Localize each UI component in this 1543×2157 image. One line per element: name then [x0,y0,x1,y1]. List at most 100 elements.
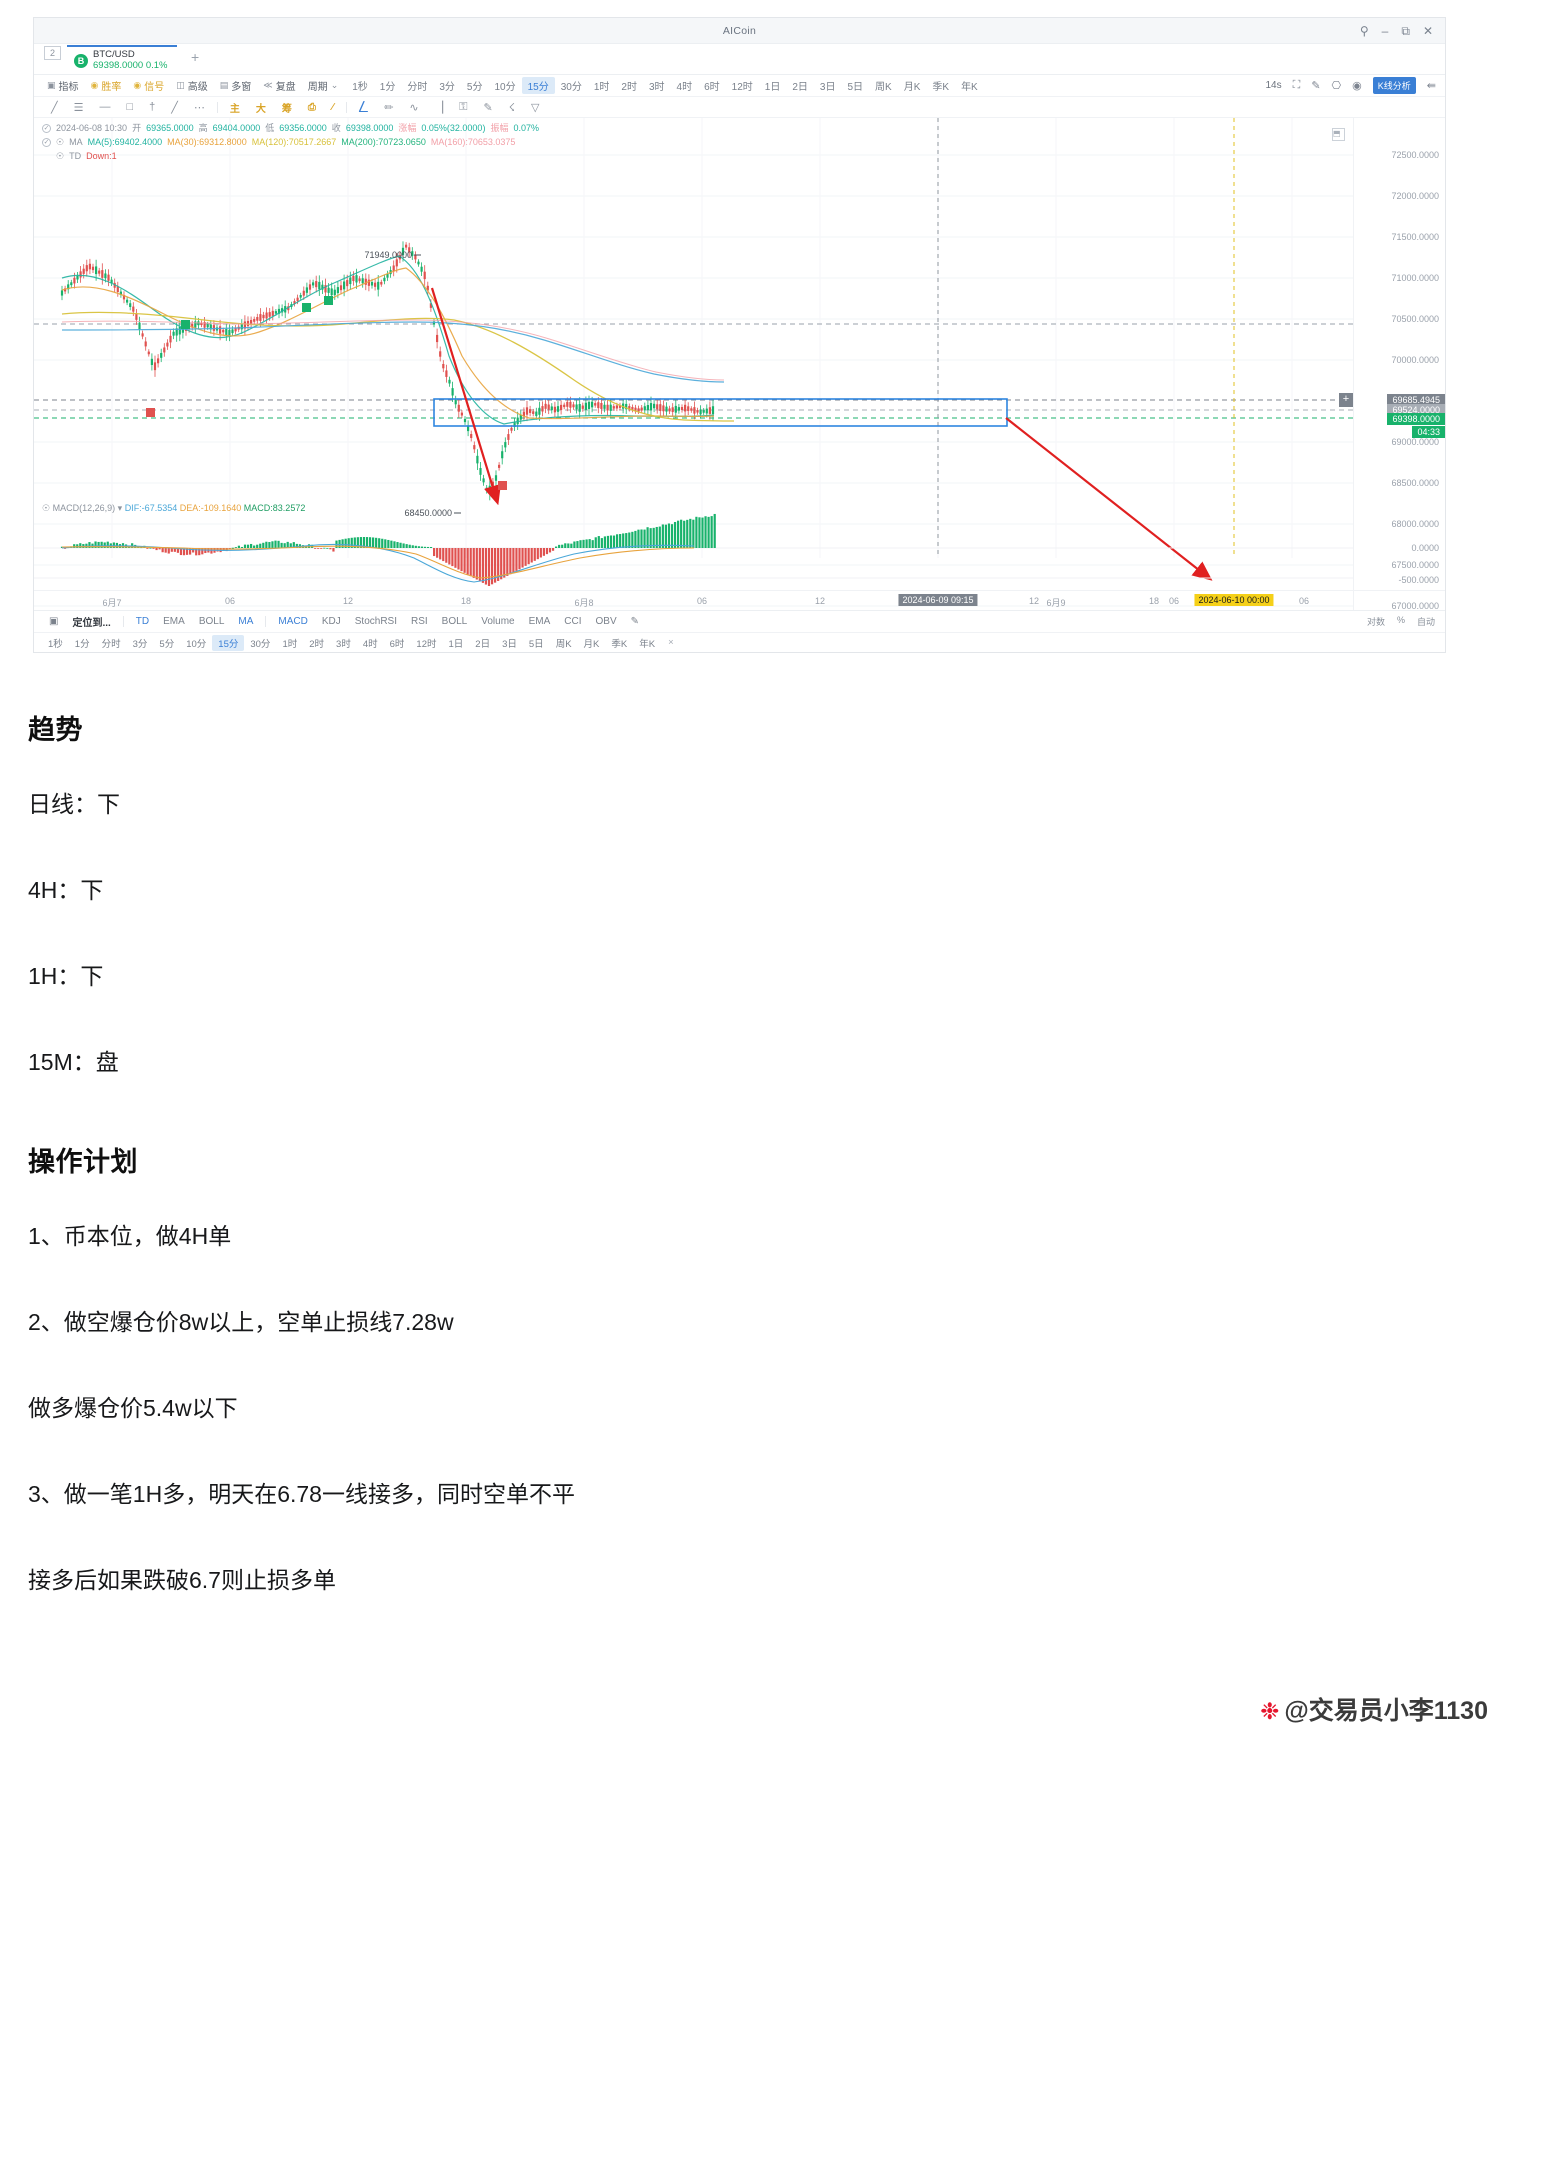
toolbar-item-winrate[interactable]: ◉ 胜率 [85,78,128,93]
horizontal-line-icon[interactable]: ― [99,101,111,113]
period-chip-10分[interactable]: 10分 [494,82,516,93]
indicator-cci[interactable]: CCI [564,616,582,627]
period-chip-1分[interactable]: 1分 [379,82,396,93]
indicator-td[interactable]: TD [135,616,150,627]
more-tools-icon[interactable]: ⋯ [193,101,205,114]
main-tool-button[interactable]: 主 [229,103,240,115]
bookmark-icon[interactable]: ⎳ [358,100,369,113]
bottom-period-chip-4时[interactable]: 4时 [362,638,378,650]
indicator-kdj[interactable]: KDJ [321,616,341,627]
toolbar-item-replay[interactable]: ≪ 复盘 [257,78,301,93]
period-chip-季K[interactable]: 季K [932,82,950,93]
indicator-stochrsi[interactable]: StochRSI [354,616,397,627]
bottom-period-chip-1日[interactable]: 1日 [448,638,464,650]
bottom-period-chip-3日[interactable]: 3日 [502,638,517,650]
period-chip-3时[interactable]: 3时 [648,82,665,93]
bottom-period-chip-1分[interactable]: 1分 [74,638,90,650]
ratio-icon[interactable]: ∕ [331,101,334,113]
share-icon[interactable]: ⇚ [1426,80,1436,92]
indicator-macd[interactable]: MACD [278,616,308,627]
period-chip-分时[interactable]: 分时 [407,82,428,93]
bottom-period-chip-季K[interactable]: 季K [611,638,628,650]
indicator-ema-2[interactable]: EMA [528,616,551,627]
percent-scale-toggle[interactable]: % [1396,615,1405,625]
symbol-tab-btcusd[interactable]: B BTC/USD 69398.0000 0.1% [67,45,177,74]
indicator-boll-2[interactable]: BOLL [441,616,468,627]
period-chip-2日[interactable]: 2日 [792,82,808,93]
search-icon[interactable]: ⚲ [1359,23,1369,38]
note-icon[interactable]: ✎ [483,101,493,114]
tab-group-number[interactable]: 2 [44,46,61,60]
bottom-period-chip-5分[interactable]: 5分 [159,638,175,650]
expand-icon[interactable]: ⬒ [1332,128,1345,141]
period-chip-周K[interactable]: 周K [875,82,892,93]
bottom-period-chip-周K[interactable]: 周K [555,638,572,650]
bottom-period-chip-5日[interactable]: 5日 [528,638,544,650]
toolbar-item-advanced[interactable]: ◫ 高级 [170,78,214,93]
bell-icon-2[interactable]: ☉ [56,150,65,161]
bottom-period-chip-15分[interactable]: 15分 [212,634,245,651]
bell-icon[interactable]: ☉ [56,136,65,147]
period-chip-4时[interactable]: 4时 [676,82,693,93]
period-chip-5日[interactable]: 5日 [847,82,864,93]
period-chip-12时[interactable]: 12时 [731,82,753,93]
macd-subchart[interactable] [34,506,1445,596]
period-chip-3分[interactable]: 3分 [439,82,455,93]
lock-icon[interactable]: ⚿ [459,100,468,113]
edit-icon[interactable]: ✎ [630,616,640,627]
price-axis[interactable]: ⬒ 72500.0000 72000.0000 71500.0000 71000… [1332,118,1445,610]
bottom-period-chip-分时[interactable]: 分时 [101,638,121,650]
line-tool-icon[interactable]: ╱ [51,101,58,114]
kline-analysis-button[interactable]: K线分析 [1372,77,1416,94]
bottom-period-chip-3时[interactable]: 3时 [336,638,351,650]
toolbar-item-multiwindow[interactable]: ▤ 多窗 [214,78,258,93]
crop-icon[interactable]: ⎔ [1331,80,1342,92]
toolbar-item-indicator[interactable]: ▣ 指标 [41,78,85,93]
settings-icon[interactable]: ◉ [1352,80,1362,92]
brush-icon[interactable]: ∿ [409,101,419,114]
price-chart[interactable]: ✓ 2024-06-08 10:30 开 69365.0000 高 69404.… [34,118,1445,610]
bottom-period-chip-12时[interactable]: 12时 [416,638,437,650]
trend-line-icon[interactable]: ╱ [171,101,178,114]
bottom-period-chip-年K[interactable]: 年K [639,638,656,650]
period-chip-30分[interactable]: 30分 [560,82,582,93]
bottom-period-chip-3分[interactable]: 3分 [132,638,148,650]
log-scale-toggle[interactable]: 对数 [1366,617,1385,627]
period-chip-2时[interactable]: 2时 [621,82,637,93]
magnet2-icon[interactable]: ☇ [508,101,516,114]
period-chip-6时[interactable]: 6时 [704,82,720,93]
bottom-period-chip-10分[interactable]: 10分 [186,638,207,650]
auto-scale-toggle[interactable]: 自动 [1416,617,1435,627]
indicator-ema[interactable]: EMA [163,616,185,627]
calendar-icon[interactable]: ▣ [49,616,59,627]
filter-icon[interactable]: ▽ [531,101,540,114]
indicator-rsi[interactable]: RSI [411,616,428,627]
indicator-ma[interactable]: MA [238,616,254,627]
bottom-period-chip-1秒[interactable]: 1秒 [48,638,63,650]
magnet-icon[interactable]: ⎙ [307,101,316,113]
period-chip-15分[interactable]: 15分 [521,77,555,94]
maximize-button[interactable]: ⧉ [1401,23,1410,38]
period-chip-1秒[interactable]: 1秒 [352,82,368,93]
wave-icon[interactable]: ▕ [434,101,444,114]
toolbar-item-period[interactable]: 周期 ⌄ [302,78,345,93]
collapse-icon[interactable]: ✓ [42,124,51,134]
close-button[interactable]: ✕ [1422,23,1433,38]
indicator-boll[interactable]: BOLL [198,616,225,627]
macd-dropdown-icon[interactable]: ▾ [117,503,123,513]
bottom-period-chip-2日[interactable]: 2日 [475,638,491,650]
period-chip-1日[interactable]: 1日 [764,82,781,93]
pen-icon[interactable]: ✎ [1311,80,1321,92]
bottom-period-chip-1时[interactable]: 1时 [282,638,298,650]
chart-canvas[interactable]: 71949.0000 68450.0000 [34,118,1445,610]
indicator-volume[interactable]: Volume [481,616,515,627]
toolbar-item-signal[interactable]: ◉ 信号 [127,78,170,93]
time-axis[interactable]: 6月7 06 12 18 6月8 06 12 18 6月9 06 2024-06-09 09:15 2… [34,590,1445,610]
period-chip-5分[interactable]: 5分 [466,82,483,93]
bottom-period-chip-2时[interactable]: 2时 [309,638,325,650]
bottom-period-chip-30分[interactable]: 30分 [250,638,271,650]
bell-icon-3[interactable]: ☉ [42,503,51,513]
eraser-icon[interactable]: ✏ [384,101,394,114]
close-period-bar-icon[interactable]: × [668,637,674,648]
minimize-button[interactable]: – [1381,23,1389,38]
